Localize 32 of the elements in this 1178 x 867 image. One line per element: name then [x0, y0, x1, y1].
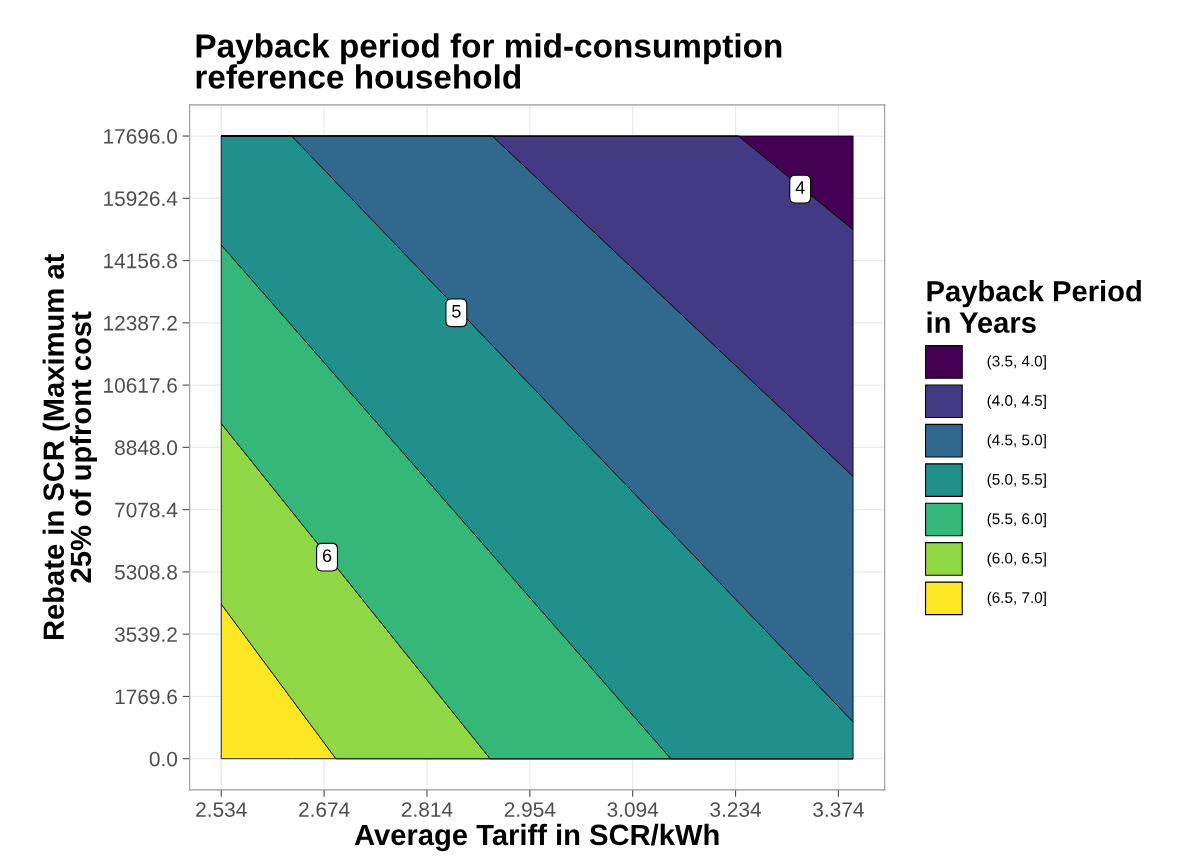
y-tick-label: 10617.6	[104, 378, 177, 393]
x-tick-label: 3.094	[607, 802, 659, 817]
y-axis-title: Rebate in SCR (Maximum at 25% of upfront cost	[42, 254, 97, 640]
legend-label: (6.0, 6.5]	[987, 552, 1046, 567]
x-tick-label: 2.954	[504, 802, 556, 817]
y-tick-label: 17696.0	[104, 129, 178, 144]
legend-label: (6.5, 7.0]	[987, 591, 1046, 607]
annotation: 6	[322, 549, 332, 563]
legend-label: (3.5, 4.0]	[987, 355, 1046, 370]
y-tick-label: 0.0	[149, 751, 178, 767]
annotation: 5	[452, 305, 461, 318]
y-tick-label: 3539.2	[114, 627, 177, 642]
chart-title: Payback period for mid-consumption reference household	[196, 33, 782, 89]
legend-label: (5.5, 6.0]	[987, 512, 1046, 528]
y-tick-label: 8848.0	[115, 440, 178, 456]
x-tick-label: 2.674	[299, 802, 350, 817]
x-tick-label: 2.534	[196, 802, 247, 817]
x-tick-label: 2.814	[401, 802, 453, 817]
legend-label: (4.0, 4.5]	[987, 394, 1046, 409]
y-tick-label: 15926.4	[104, 191, 178, 207]
y-tick-label: 14156.8	[104, 253, 177, 269]
x-tick-label: 3.374	[813, 802, 864, 817]
y-tick-label: 5308.8	[114, 564, 177, 580]
y-tick-label: 7078.4	[115, 502, 178, 518]
x-axis-title: Average Tariff in SCR/kWh	[354, 823, 719, 852]
y-tick-label: 1769.6	[115, 689, 177, 705]
legend-title: Payback Period in Years	[927, 280, 1141, 333]
annotation: 4	[795, 181, 805, 194]
y-tick-label: 12387.2	[104, 315, 177, 331]
legend-label: (5.0, 5.5]	[987, 473, 1046, 488]
legend-label: (4.5, 5.0]	[987, 434, 1046, 449]
x-tick-label: 3.234	[710, 802, 761, 817]
